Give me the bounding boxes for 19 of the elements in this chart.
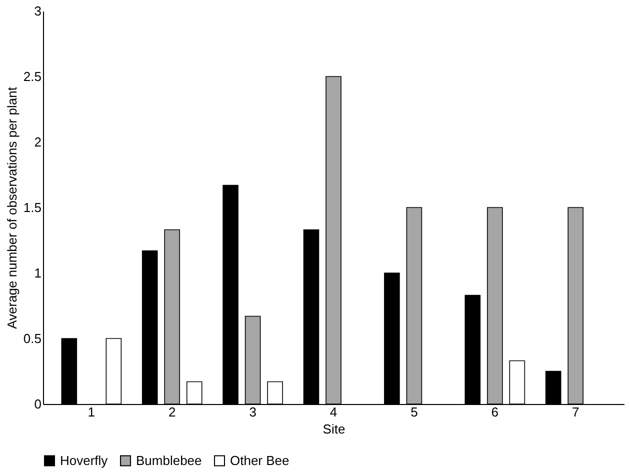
x-tick-label: 3 bbox=[249, 404, 256, 420]
y-tick-label: 1.5 bbox=[23, 200, 42, 215]
y-tick-label: 3 bbox=[34, 4, 42, 18]
legend-label: Bumblebee bbox=[136, 452, 202, 468]
x-axis-title: Site bbox=[322, 422, 346, 436]
legend-label: Hoverfly bbox=[60, 452, 108, 468]
y-tick-label: 1 bbox=[34, 266, 42, 280]
y-tick-label: 0 bbox=[34, 396, 42, 412]
x-tick-label: 5 bbox=[410, 404, 418, 420]
legend-label: Other Bee bbox=[230, 452, 290, 468]
x-tick-label: 1 bbox=[88, 404, 96, 420]
y-tick-label: 0.5 bbox=[23, 331, 42, 346]
y-axis-title: Average number of observations per plant bbox=[4, 86, 20, 329]
x-tick-label: 6 bbox=[491, 404, 499, 420]
x-tick-label: 2 bbox=[168, 404, 176, 420]
y-tick-label: 2.5 bbox=[23, 69, 42, 84]
x-tick-label: 7 bbox=[572, 404, 580, 420]
x-tick-label: 4 bbox=[330, 404, 338, 420]
y-tick-label: 2 bbox=[34, 134, 42, 150]
